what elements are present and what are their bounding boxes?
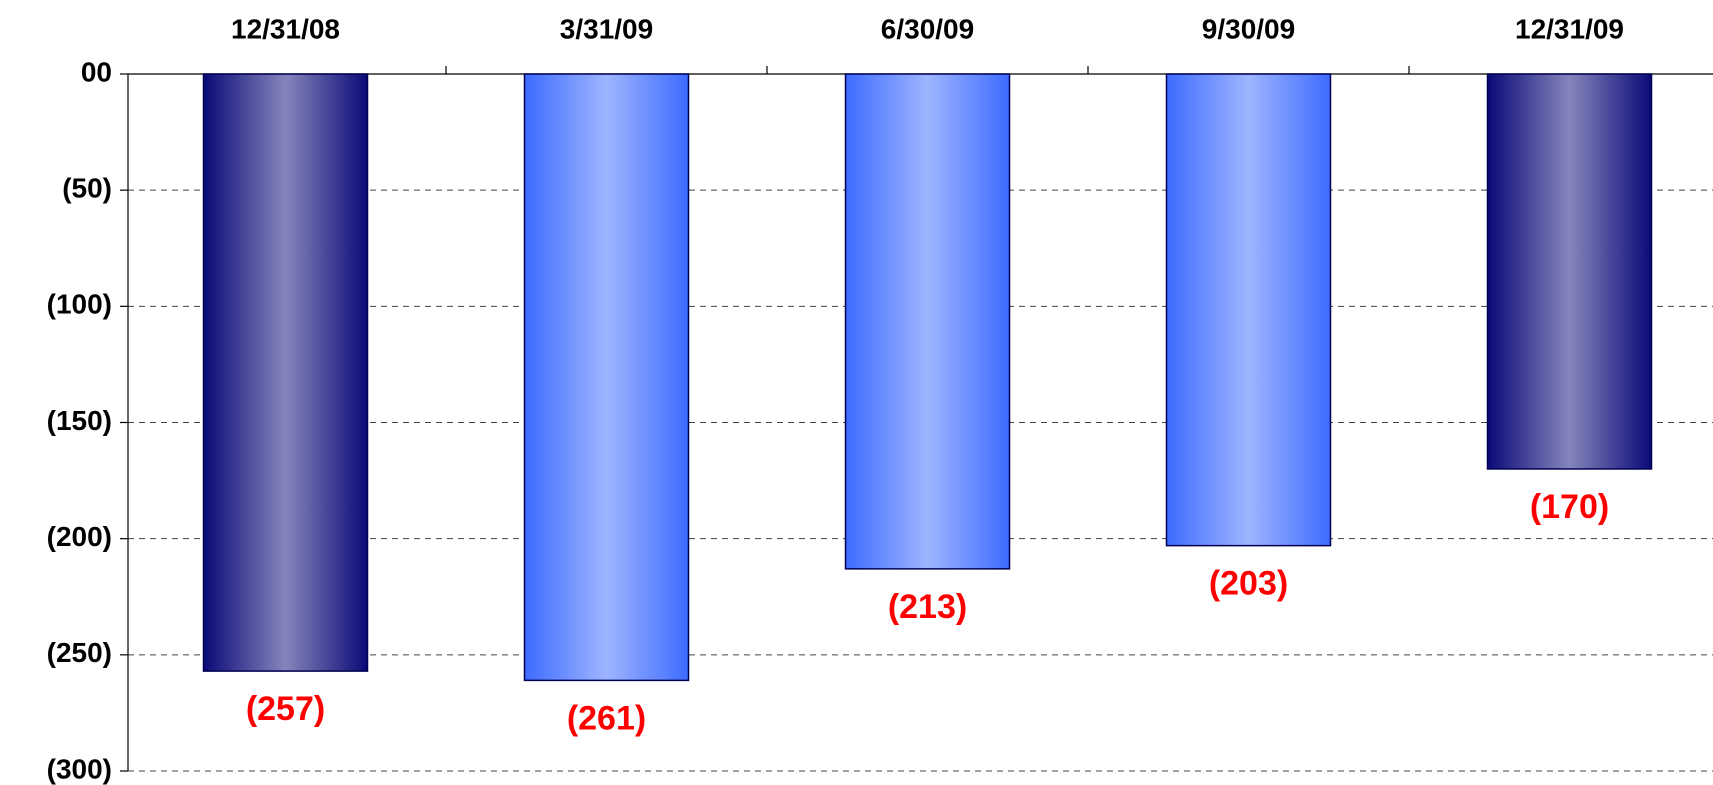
bar bbox=[202, 73, 369, 672]
y-tick-label: (50) bbox=[62, 173, 112, 204]
bar bbox=[844, 73, 1011, 570]
x-tick-label: 12/31/08 bbox=[231, 13, 340, 44]
y-tick-label: (250) bbox=[47, 637, 112, 668]
value-label: (213) bbox=[888, 588, 967, 626]
bar bbox=[1486, 73, 1653, 470]
y-tick-label: 00 bbox=[81, 56, 112, 87]
y-tick-label: (200) bbox=[47, 521, 112, 552]
y-tick-label: (100) bbox=[47, 289, 112, 320]
value-label: (261) bbox=[567, 699, 646, 737]
value-label: (203) bbox=[1209, 565, 1288, 603]
y-tick-label: (150) bbox=[47, 405, 112, 436]
x-tick-label: 3/31/09 bbox=[560, 13, 653, 44]
bar bbox=[1165, 73, 1332, 547]
value-label: (170) bbox=[1530, 488, 1609, 526]
value-label: (257) bbox=[246, 690, 325, 728]
bar bbox=[523, 73, 690, 682]
x-tick-label: 6/30/09 bbox=[881, 13, 974, 44]
y-tick-label: (300) bbox=[47, 753, 112, 784]
x-tick-label: 9/30/09 bbox=[1202, 13, 1295, 44]
x-tick-label: 12/31/09 bbox=[1515, 13, 1624, 44]
